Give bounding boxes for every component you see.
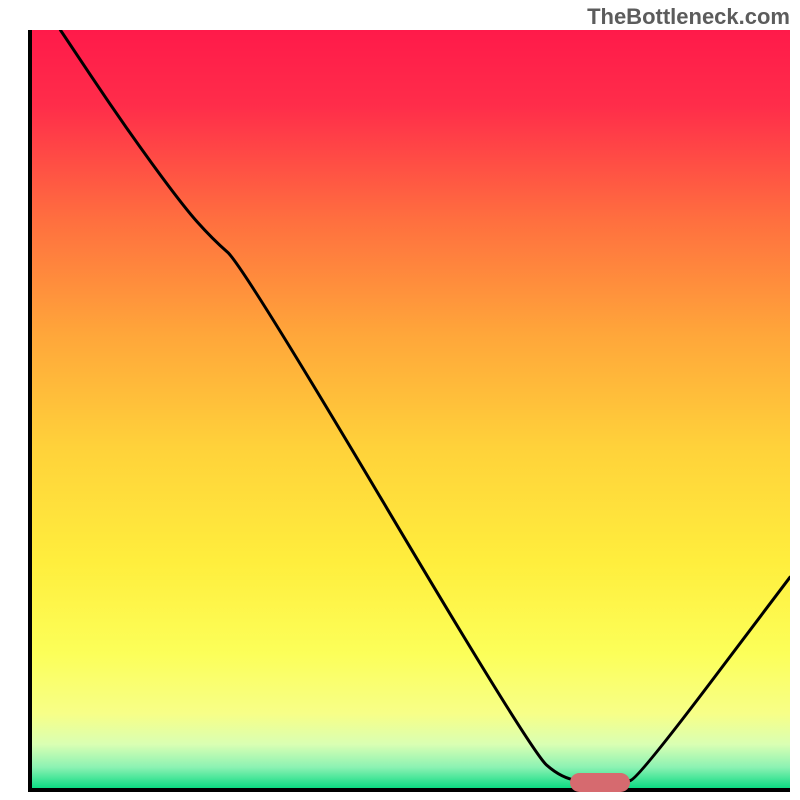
optimum-marker	[570, 773, 631, 792]
x-axis	[30, 788, 790, 792]
plot-area	[30, 30, 790, 790]
y-axis	[28, 30, 32, 792]
bottleneck-curve	[30, 30, 790, 790]
chart-container: TheBottleneck.com	[0, 0, 800, 800]
watermark-text: TheBottleneck.com	[587, 4, 790, 30]
